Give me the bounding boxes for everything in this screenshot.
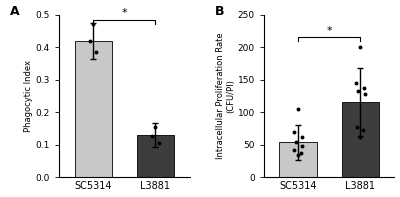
Point (354, 90, 361, 93)
Point (299, 144, 306, 148)
Point (362, 92, 368, 96)
Point (90, 23, 96, 26)
Bar (137, 135, 174, 177)
Point (360, 129, 366, 132)
Bar (280, 142, 317, 177)
Point (357, 46, 364, 49)
Point (291, 148, 298, 151)
Point (299, 135, 305, 138)
Point (353, 81, 359, 85)
Point (298, 151, 304, 154)
Point (152, 125, 159, 128)
Point (155, 142, 162, 145)
Point (357, 135, 364, 138)
Y-axis label: Intracellular Proliferation Rate
(CFU/PI): Intracellular Proliferation Rate (CFU/PI… (216, 33, 235, 159)
Point (290, 130, 297, 133)
Point (295, 107, 301, 111)
Point (295, 153, 301, 156)
Text: *: * (326, 26, 332, 36)
Text: A: A (10, 5, 19, 18)
Point (149, 134, 156, 137)
Bar (75, 41, 112, 177)
Text: *: * (122, 8, 127, 18)
Point (87, 39, 93, 42)
Point (292, 140, 299, 143)
Text: B: B (214, 5, 224, 18)
Y-axis label: Phagocytic Index: Phagocytic Index (24, 60, 33, 132)
Point (353, 125, 360, 128)
Point (361, 86, 367, 89)
Point (93, 50, 100, 54)
Bar (342, 102, 379, 177)
